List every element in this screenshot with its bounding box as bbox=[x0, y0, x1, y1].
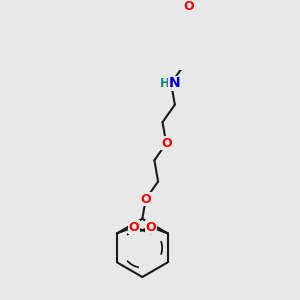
Text: O: O bbox=[161, 137, 172, 150]
Text: O: O bbox=[146, 220, 156, 234]
Text: H: H bbox=[160, 77, 170, 90]
Text: O: O bbox=[129, 220, 139, 234]
Text: O: O bbox=[140, 193, 151, 206]
Text: N: N bbox=[168, 76, 180, 91]
Text: O: O bbox=[183, 0, 194, 13]
